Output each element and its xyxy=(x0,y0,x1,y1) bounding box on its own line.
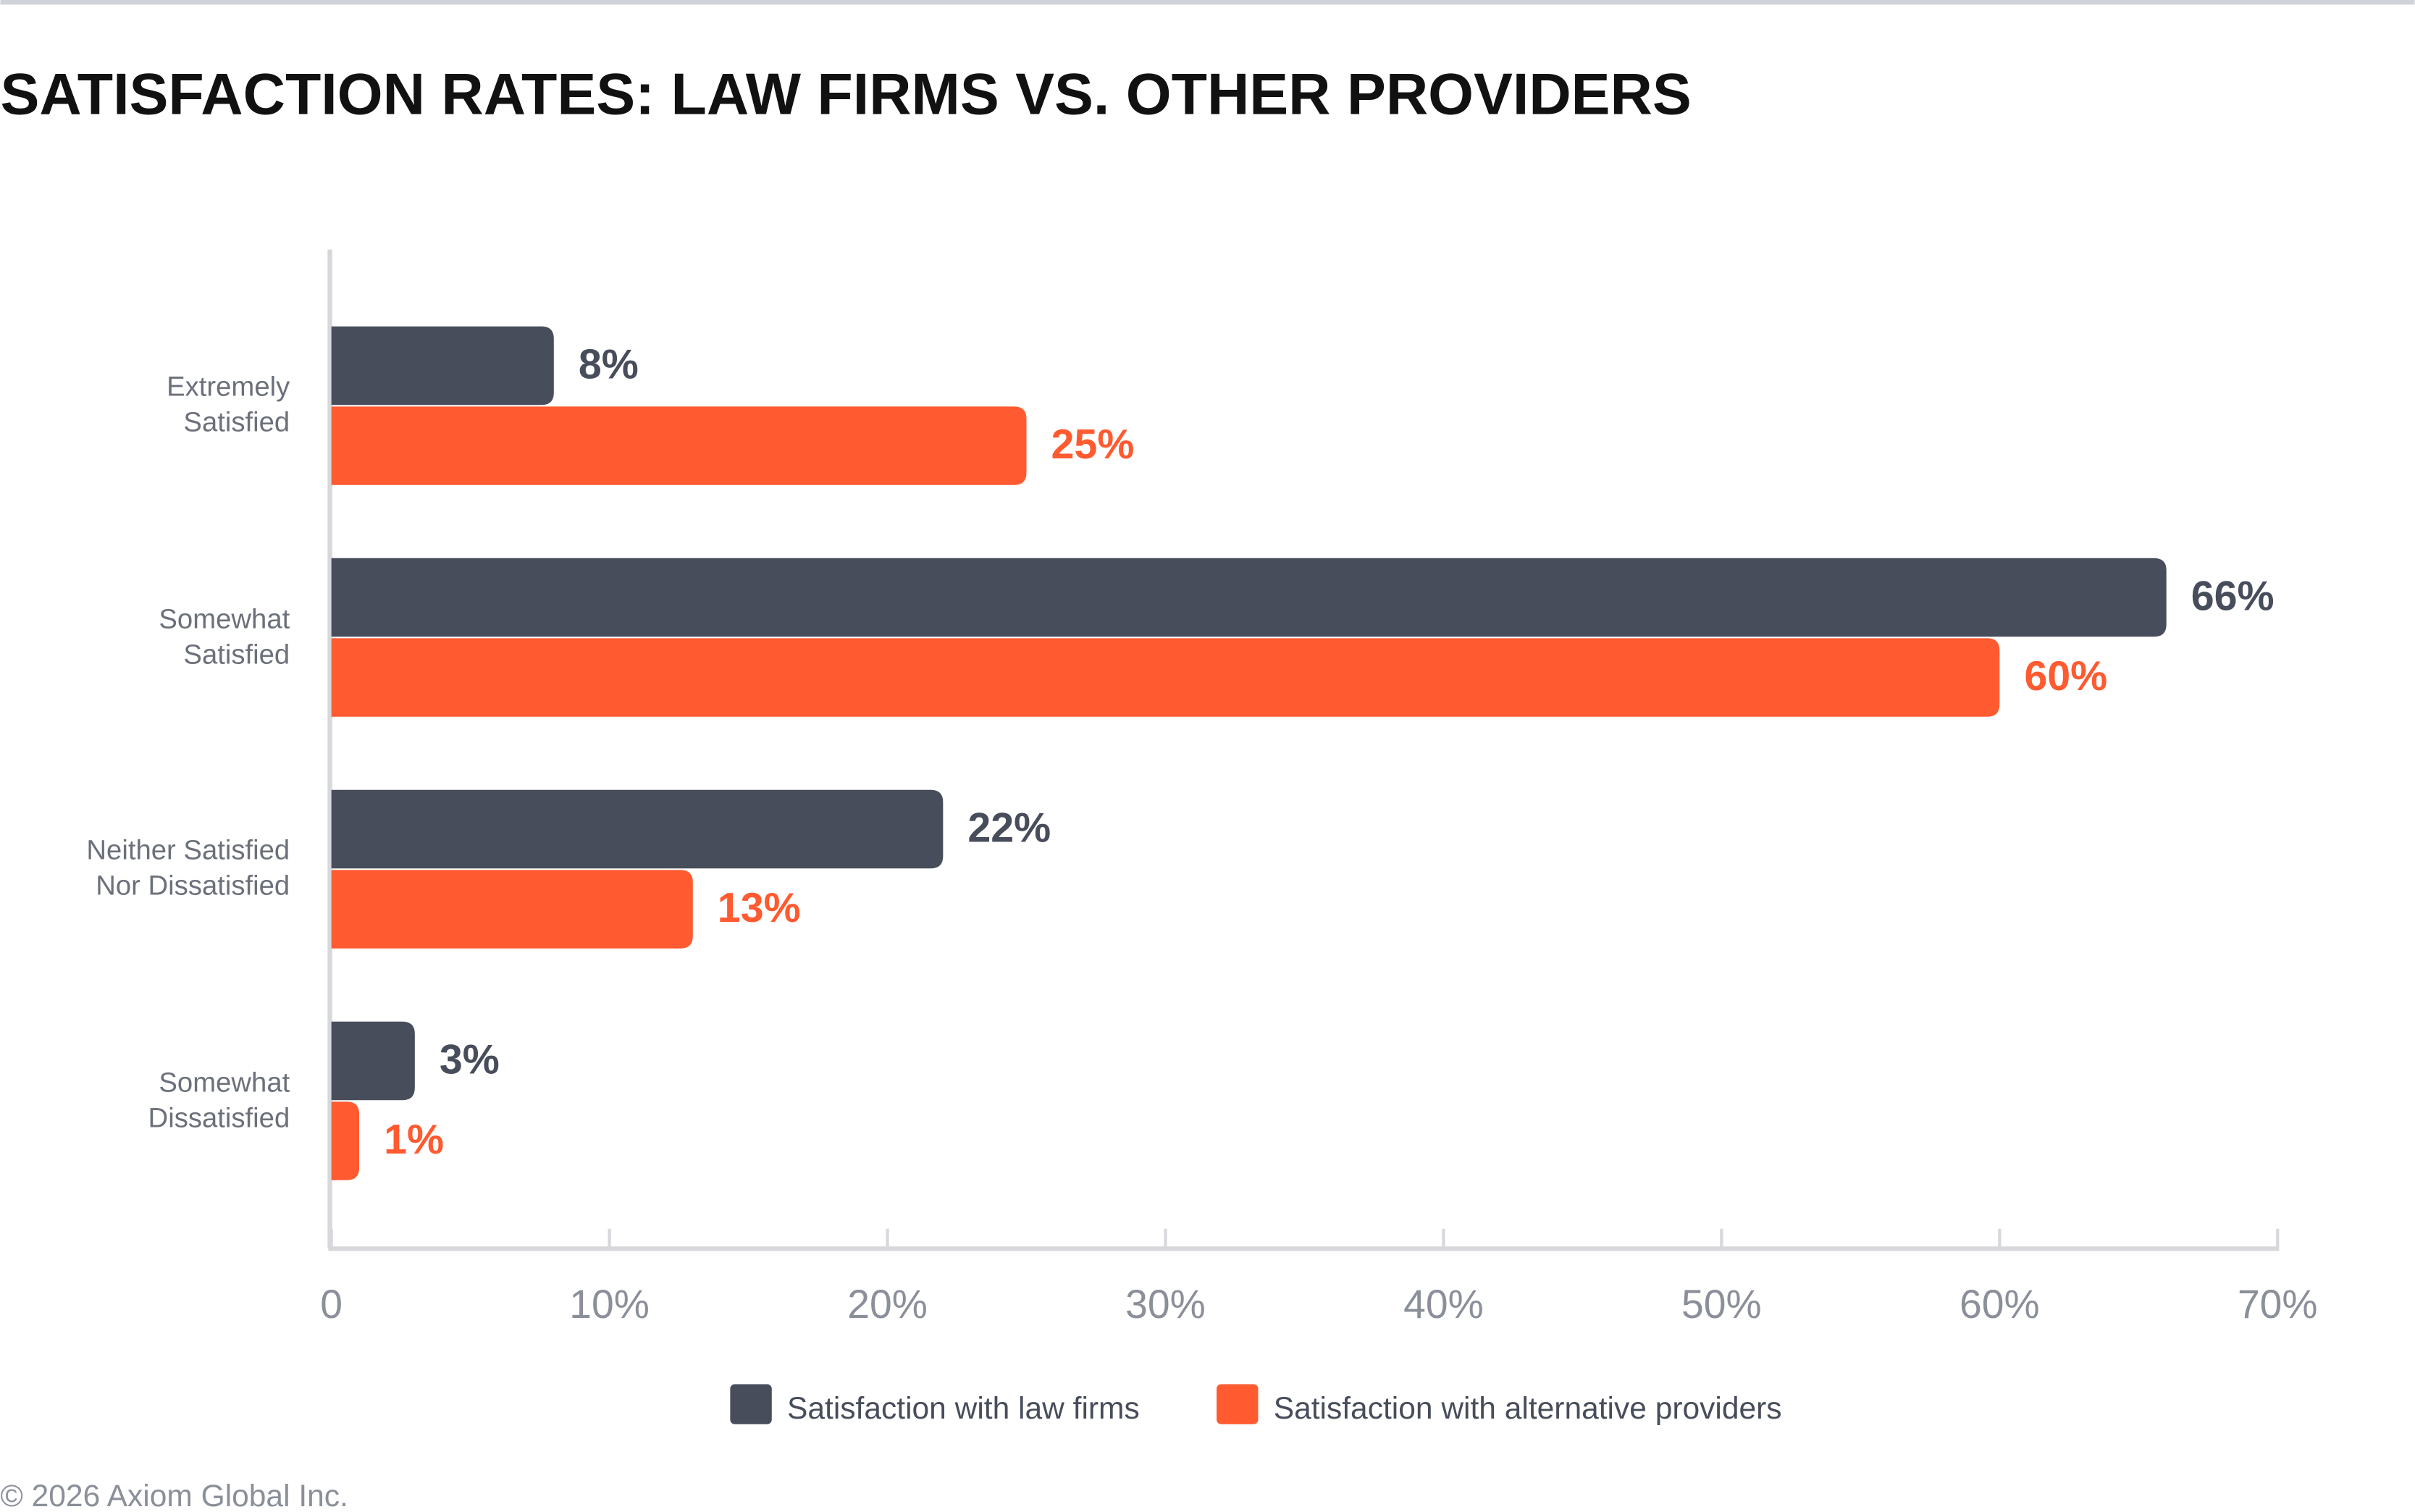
x-tick-label: 60% xyxy=(1960,1282,2040,1327)
category-label-box: Extremely Satisfied xyxy=(167,371,290,437)
legend-label: Satisfaction with alternative providers xyxy=(1274,1392,1782,1426)
bar xyxy=(331,1021,415,1101)
value-label: 25% xyxy=(1051,421,1135,468)
bar xyxy=(331,638,2000,717)
y-tick-label: Somewhat Dissatisfied xyxy=(148,1066,290,1133)
bar xyxy=(331,789,944,869)
x-tick-label: 0 xyxy=(320,1282,343,1327)
value-label: 13% xyxy=(718,885,801,931)
value-label: 66% xyxy=(2191,573,2275,619)
value-label: 3% xyxy=(440,1036,500,1083)
category-label-box: Somewhat Satisfied xyxy=(159,602,290,669)
bar xyxy=(331,326,554,406)
value-label: 1% xyxy=(384,1117,444,1163)
legend-label: Satisfaction with law firms xyxy=(787,1392,1140,1426)
x-tick-label: 10% xyxy=(569,1282,650,1327)
footer: © 2026 Axiom Global Inc. xyxy=(1,1479,348,1512)
value-label: 60% xyxy=(2024,653,2107,700)
x-tick-label: 40% xyxy=(1403,1282,1484,1327)
y-tick-label: Neither Satisfied Nor Dissatisfied xyxy=(86,834,290,901)
value-label: 22% xyxy=(967,805,1051,851)
y-tick-label: Extremely Satisfied xyxy=(167,371,290,437)
category-label-box: Neither Satisfied Nor Dissatisfied xyxy=(86,834,290,901)
category-label-box: Somewhat Dissatisfied xyxy=(148,1066,290,1133)
bar xyxy=(331,870,693,949)
x-tick-label: 70% xyxy=(2238,1282,2318,1327)
legend-swatch xyxy=(730,1384,772,1424)
bar xyxy=(331,406,1027,485)
x-tick-label: 30% xyxy=(1125,1282,1206,1327)
bar xyxy=(331,558,2167,637)
value-label: 8% xyxy=(579,341,639,387)
x-tick-label: 20% xyxy=(847,1282,928,1327)
x-tick-label: 50% xyxy=(1681,1282,1762,1327)
top-rule xyxy=(0,0,2415,5)
chart-title: SATISFACTION RATES: LAW FIRMS VS. OTHER … xyxy=(1,62,1692,127)
y-tick-label: Somewhat Satisfied xyxy=(159,602,290,669)
bar xyxy=(331,1101,360,1180)
legend-swatch xyxy=(1217,1384,1259,1424)
